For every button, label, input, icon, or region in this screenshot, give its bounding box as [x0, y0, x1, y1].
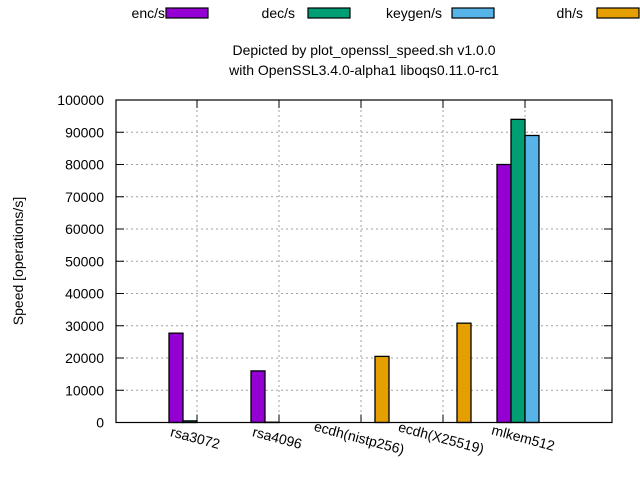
bar-keygens — [524, 134, 540, 424]
legend-label: dh/s — [557, 5, 583, 21]
chart-title-line-1: Depicted by plot_openssl_speed.sh v1.0.0 — [232, 42, 495, 58]
x-tick-label: mlkem512 — [490, 422, 557, 454]
legend-swatch — [165, 7, 209, 19]
bar-decs — [510, 118, 526, 424]
bar-dhs — [374, 355, 390, 424]
y-tick-label: 40000 — [65, 286, 104, 302]
legend-swatch — [307, 7, 351, 19]
plot-border — [115, 99, 613, 424]
legend-label: dec/s — [262, 5, 295, 21]
legend-swatch — [451, 7, 495, 19]
y-tick-label: 100000 — [57, 92, 104, 108]
x-tick-label: ecdh(X25519) — [397, 419, 486, 457]
bar-encs — [250, 370, 266, 424]
y-tick-label: 90000 — [65, 124, 104, 140]
x-tick-label: rsa3072 — [169, 423, 222, 452]
y-tick-label: 70000 — [65, 189, 104, 205]
y-tick-label: 0 — [96, 415, 104, 431]
legend-swatch — [596, 7, 640, 19]
y-tick-label: 10000 — [65, 382, 104, 398]
x-tick-label: ecdh(nistp256) — [312, 418, 406, 457]
bar-encs — [168, 332, 184, 424]
y-tick-label: 80000 — [65, 157, 104, 173]
y-tick-label: 20000 — [65, 350, 104, 366]
bar-encs — [496, 163, 512, 424]
y-tick-label: 50000 — [65, 253, 104, 269]
y-axis-label: Speed [operations/s] — [10, 197, 26, 325]
legend-label: enc/s — [132, 5, 165, 21]
y-tick-label: 60000 — [65, 221, 104, 237]
x-tick-label: rsa4096 — [251, 423, 304, 452]
legend-label: keygen/s — [386, 5, 442, 21]
chart-title-line-2: with OpenSSL3.4.0-alpha1 liboqs0.11.0-rc… — [228, 62, 499, 78]
bar-dhs — [456, 322, 472, 424]
y-tick-label: 30000 — [65, 318, 104, 334]
